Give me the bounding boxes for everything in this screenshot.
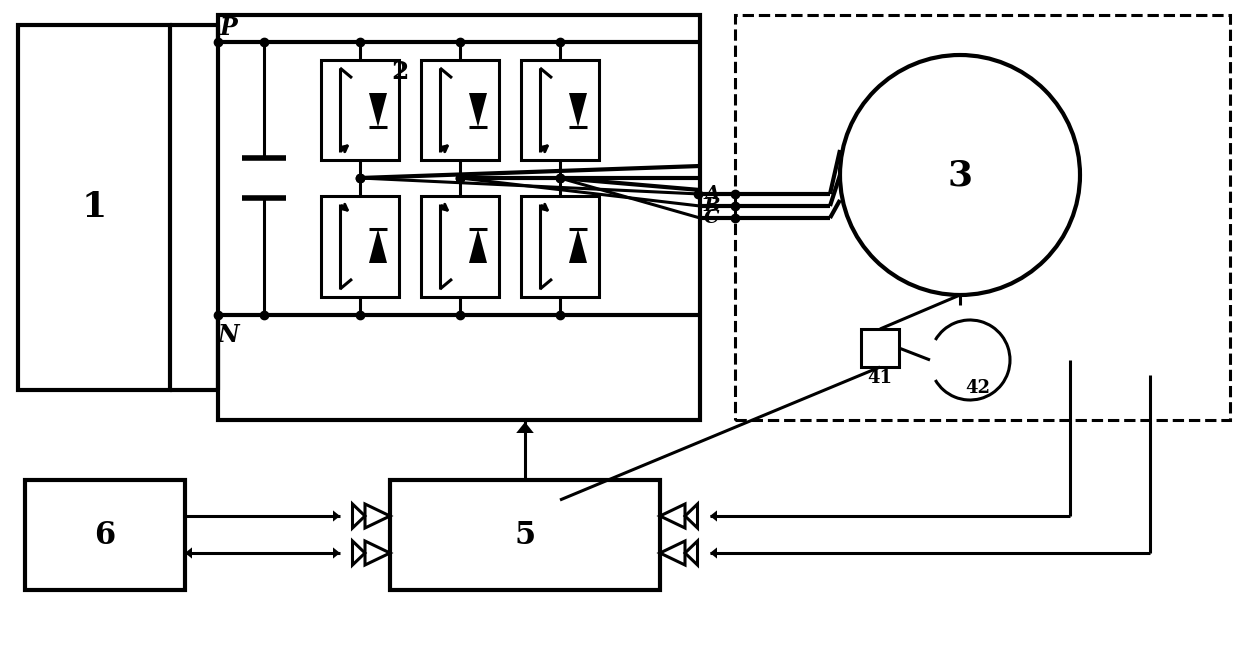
- Bar: [218, 15, 701, 420]
- Bar: [321, 196, 399, 297]
- Polygon shape: [469, 93, 487, 127]
- Text: 42: 42: [966, 379, 991, 397]
- Polygon shape: [334, 510, 340, 522]
- Text: A: A: [704, 185, 719, 203]
- Bar: [422, 60, 498, 160]
- Polygon shape: [569, 229, 587, 263]
- Bar: [521, 196, 599, 297]
- Polygon shape: [711, 547, 717, 559]
- Text: B: B: [704, 197, 720, 215]
- Text: P: P: [219, 16, 237, 40]
- Polygon shape: [469, 229, 487, 263]
- Text: 3: 3: [947, 158, 972, 192]
- Polygon shape: [185, 547, 192, 559]
- Polygon shape: [370, 93, 387, 127]
- Bar: [735, 15, 1230, 420]
- Bar: [25, 480, 185, 590]
- Text: 2: 2: [392, 60, 409, 84]
- Text: 1: 1: [82, 190, 107, 224]
- Text: 6: 6: [94, 520, 115, 550]
- Bar: [861, 329, 899, 367]
- Polygon shape: [334, 547, 340, 559]
- Bar: [422, 196, 498, 297]
- Polygon shape: [370, 229, 387, 263]
- Text: 5: 5: [515, 520, 536, 550]
- Text: 41: 41: [868, 369, 893, 387]
- Bar: [19, 25, 170, 390]
- Polygon shape: [711, 510, 717, 522]
- Polygon shape: [569, 93, 587, 127]
- Bar: [321, 60, 399, 160]
- Text: C: C: [704, 209, 719, 227]
- Bar: [391, 480, 660, 590]
- Bar: [521, 60, 599, 160]
- Text: N: N: [217, 323, 239, 347]
- Polygon shape: [516, 422, 533, 433]
